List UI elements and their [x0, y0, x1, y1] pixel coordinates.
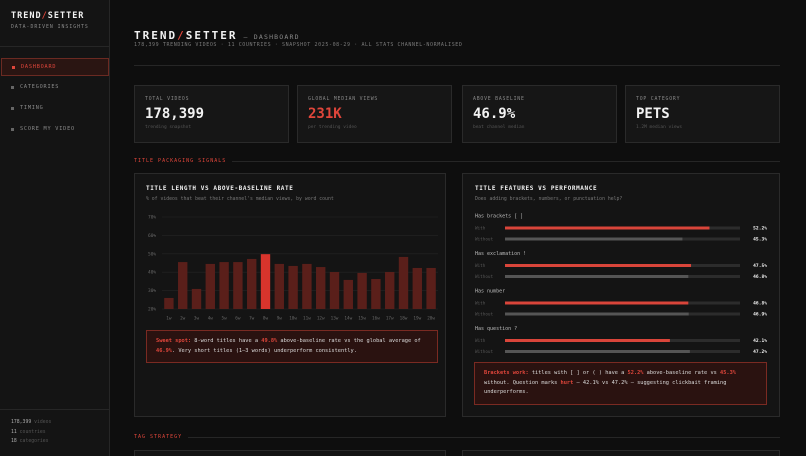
kpi-card: GLOBAL MEDIAN VIEWS 231K per trending vide…: [297, 85, 452, 143]
divider: [0, 409, 109, 410]
kpi-label: GLOBAL MEDIAN VIEWS: [308, 97, 379, 102]
footer-value: 178,399: [11, 420, 32, 425]
nav-item[interactable]: SCORE MY VIDEO: [1, 121, 109, 139]
footer-label: videos: [34, 420, 52, 425]
nav-label: DASHBOARD: [21, 64, 57, 70]
kpi-value: 231K: [308, 106, 342, 122]
section-rule: [188, 437, 780, 438]
nav-label: SCORE MY VIDEO: [20, 126, 75, 132]
kpi-card: ABOVE BASELINE 46.9% beat channel median: [462, 85, 617, 143]
chart-title: TITLE LENGTH VS ABOVE-BASELINE RATE: [146, 185, 294, 192]
footer-stat: 18 categories: [11, 439, 49, 444]
divider: [134, 65, 780, 66]
footer-value: 11: [11, 429, 17, 435]
callout-text: Sweet spot:: [156, 338, 192, 344]
brand: TREND/SETTER: [134, 29, 238, 42]
callout: Sweet spot: 8-word titles have a 49.8% a…: [146, 330, 438, 364]
callout: Brackets work: titles with [ ] or ( ) ha…: [474, 362, 767, 405]
callout-text: 45.3%: [720, 370, 736, 376]
footer-value: 18: [11, 439, 17, 444]
section-label: TAG STRATEGY: [134, 434, 183, 440]
kpi-card: TOP CATEGORY PETS 1.2M median views: [625, 85, 780, 143]
panel: [134, 450, 446, 456]
callout-text: above-baseline rate vs the global averag…: [277, 338, 421, 344]
callout-text: above-baseline rate vs: [643, 370, 721, 376]
callout-text: — 42.1% vs 47.2% — suggesting clickbait …: [484, 379, 727, 396]
section-label: TITLE PACKAGING SIGNALS: [134, 158, 227, 164]
brand-part: TREND: [134, 29, 178, 42]
panel: [134, 173, 446, 417]
brand-part: SETTER: [185, 29, 238, 42]
callout-text: without. Question marks: [484, 379, 561, 386]
brand: TREND/SETTER: [11, 11, 84, 21]
nav-item[interactable]: CATEGORIES: [1, 79, 109, 97]
section-rule: [232, 161, 780, 162]
brand-part: /: [41, 11, 48, 21]
nav-label: TIMING: [20, 105, 44, 111]
kpi-note: 1.2M median views: [636, 125, 683, 130]
kpi-value: PETS: [636, 106, 670, 122]
footer-label: countries: [19, 429, 46, 435]
brand-part: /: [177, 29, 186, 42]
panel: [462, 450, 780, 456]
kpi-note: per trending video: [308, 125, 357, 130]
divider: [0, 46, 109, 47]
nav-label: CATEGORIES: [20, 84, 60, 90]
kpi-value: 46.9%: [473, 106, 516, 122]
footer-stat: 11 countries: [11, 430, 46, 435]
callout-text: 8-word titles have a: [191, 338, 262, 344]
callout-text: 46.9%: [156, 347, 172, 354]
kpi-note: beat channel median: [473, 125, 525, 130]
kpi-label: ABOVE BASELINE: [473, 97, 525, 102]
callout-text: Brackets work:: [484, 370, 529, 376]
tagline: DATA-DRIVEN INSIGHTS: [11, 25, 89, 30]
kpi-note: trending snapshot: [145, 125, 192, 130]
nav-bullet: [12, 66, 15, 69]
brand-part: SETTER: [47, 11, 85, 21]
nav-item[interactable]: DASHBOARD: [1, 58, 109, 76]
header-title: TREND/SETTER — DASHBOARD: [134, 24, 300, 43]
kpi-value: 178,399: [145, 106, 205, 122]
callout-text: . Very short titles (1–3 words) underper…: [171, 347, 357, 354]
callout-text: 52.2%: [627, 370, 644, 376]
chart-subtitle: Does adding brackets, numbers, or punctu…: [475, 197, 623, 202]
kpi-card: TOTAL VIDEOS 178,399 trending snapshot: [134, 85, 289, 143]
kpi-label: TOP CATEGORY: [636, 97, 681, 102]
nav-bullet: [11, 86, 14, 89]
chart-subtitle: % of videos that beat their channel's me…: [146, 197, 334, 202]
nav-bullet: [11, 107, 14, 110]
nav-item[interactable]: TIMING: [1, 100, 109, 118]
callout-text: hurt: [560, 379, 574, 386]
chart-title: TITLE FEATURES VS PERFORMANCE: [475, 185, 598, 192]
callout-text: 49.8%: [261, 338, 278, 344]
header-subtitle: 178,399 TRENDING VIDEOS · 11 COUNTRIES ·…: [134, 42, 463, 48]
kpi-label: TOTAL VIDEOS: [145, 97, 190, 102]
footer-stat: 178,399 videos: [11, 420, 51, 425]
footer-label: categories: [19, 439, 49, 444]
sidebar: TREND/SETTER DATA-DRIVEN INSIGHTS DASHBOAR…: [0, 0, 110, 456]
header-suffix: — DASHBOARD: [243, 33, 300, 41]
nav-bullet: [11, 128, 14, 131]
callout-text: titles with [ ] or ( ) have a: [528, 370, 628, 376]
brand-part: TREND: [11, 11, 42, 21]
